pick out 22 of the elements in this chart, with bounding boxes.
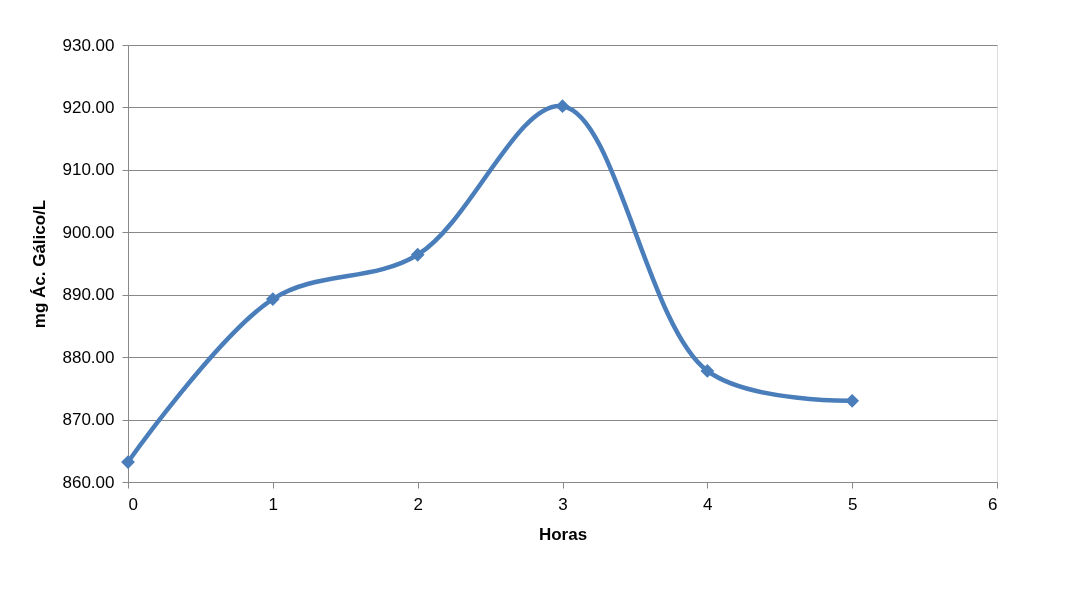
x-tick-label: 5 <box>847 494 858 514</box>
y-tick-label: 910.00 <box>62 160 115 180</box>
x-tick-label: 4 <box>703 494 713 514</box>
x-axis-title: Horas <box>538 524 588 544</box>
point <box>410 247 425 262</box>
x-tick-label: 1 <box>268 494 279 514</box>
y-tick-label: 930.00 <box>62 35 115 55</box>
point <box>845 393 860 408</box>
x-tick-label: 2 <box>413 494 423 514</box>
y-tick-label: 900.00 <box>62 222 115 242</box>
point <box>700 363 715 378</box>
y-tick-label: 880.00 <box>62 347 115 367</box>
y-tick-label: 890.00 <box>62 285 115 305</box>
point <box>555 99 570 114</box>
x-tick-label: 0 <box>128 494 138 514</box>
y-axis-title: mg Ác. Gálico/L <box>29 199 49 329</box>
x-tick-label: 3 <box>558 494 568 514</box>
y-tick-label: 870.00 <box>62 410 115 430</box>
y-tick-label: 920.00 <box>62 97 115 117</box>
x-tick-label: 6 <box>988 494 998 514</box>
y-tick-label: 860.00 <box>62 472 115 492</box>
point <box>265 292 280 306</box>
